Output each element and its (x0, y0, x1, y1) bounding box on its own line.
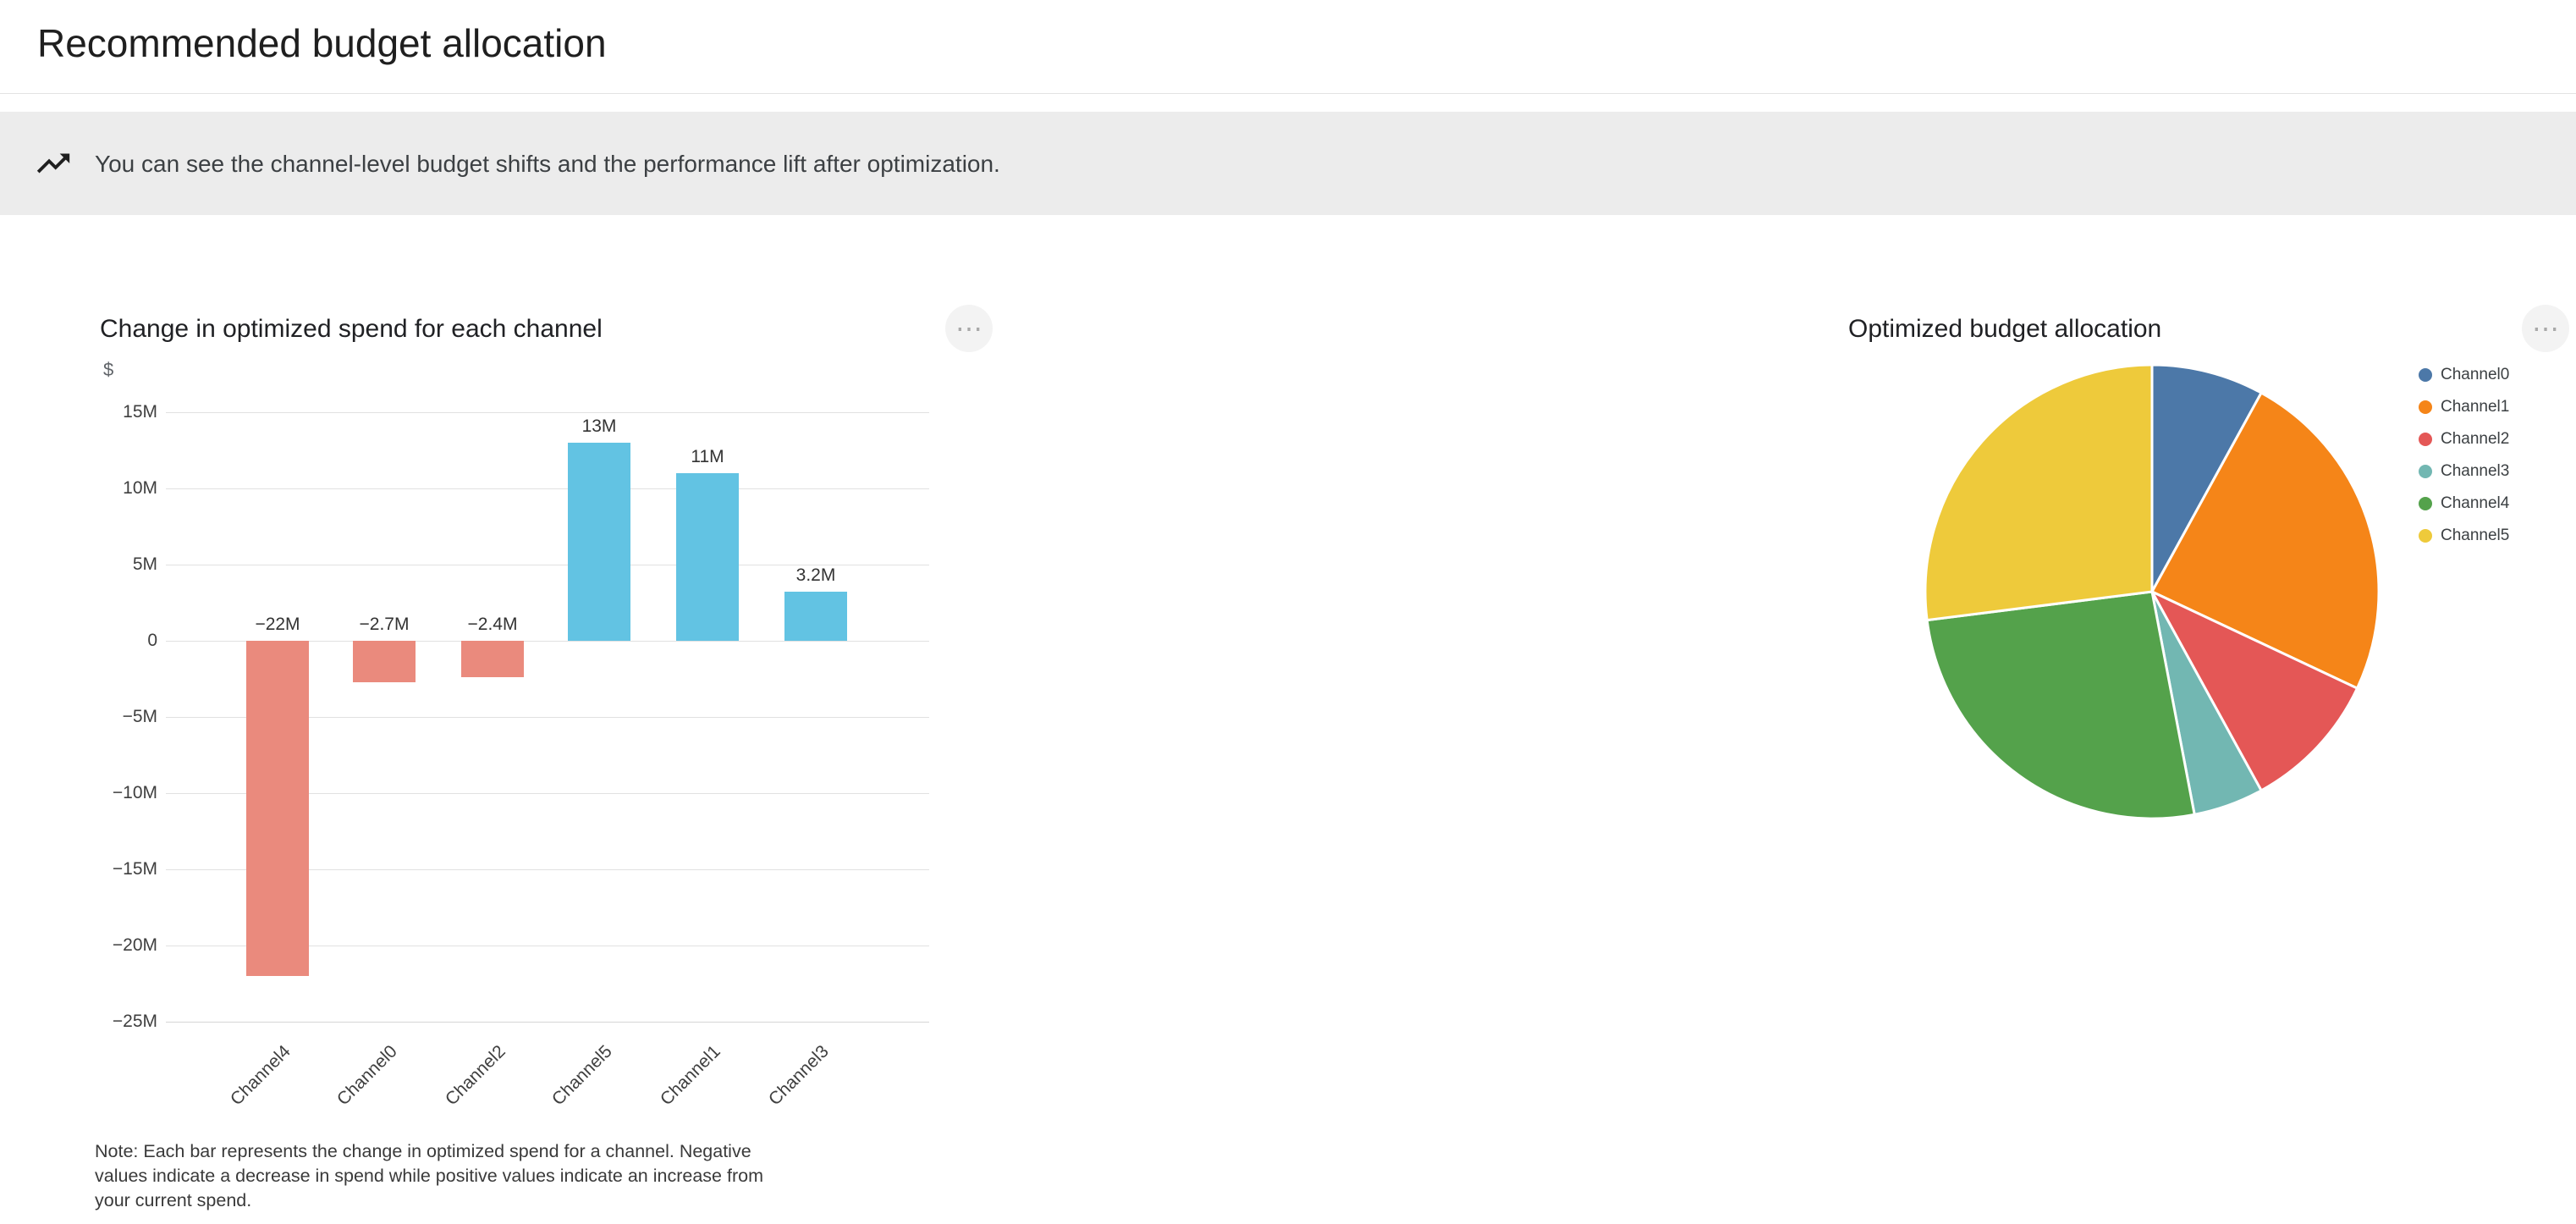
legend-item-Channel4: Channel4 (2419, 488, 2509, 520)
x-axis-label: Channel3 (764, 1041, 833, 1110)
bar-Channel2 (461, 641, 524, 678)
legend-label: Channel2 (2441, 430, 2510, 448)
pie-chart-more-options-button[interactable]: ⋯ (2522, 305, 2569, 352)
bar-chart-note: Note: Each bar represents the change in … (95, 1141, 763, 1210)
pie-chart (1924, 363, 2381, 820)
bar-value-label: 3.2M (795, 565, 836, 586)
y-axis-tick-label: −10M (112, 783, 157, 802)
legend-item-Channel5: Channel5 (2419, 520, 2509, 552)
pie-slice-Channel4 (1925, 590, 2196, 820)
legend-item-Channel2: Channel2 (2419, 423, 2509, 455)
bar-value-label: −2.4M (467, 615, 518, 634)
y-axis-tick-label: −15M (112, 859, 157, 879)
pie-chart-legend: Channel0 Channel1 Channel2 Channel3 Channel4… (2419, 359, 2509, 552)
legend-label: Channel5 (2441, 527, 2510, 544)
bar-chart-y-axis-title: $ (103, 359, 114, 380)
legend-label: Channel3 (2441, 462, 2510, 480)
y-axis-tick-label: 10M (123, 478, 157, 498)
x-axis-label: Channel4 (226, 1041, 294, 1110)
y-axis-tick-label: 15M (123, 402, 157, 422)
bar-value-label: 13M (581, 416, 617, 436)
bar-value-label: −22M (255, 615, 300, 634)
legend-swatch-icon (2419, 529, 2432, 543)
bar-chart-title: Change in optimized spend for each chann… (100, 315, 603, 343)
bar-Channel0 (353, 641, 416, 682)
bar-Channel5 (568, 443, 630, 641)
info-banner: You can see the channel-level budget shi… (0, 112, 2576, 215)
legend-label: Channel1 (2441, 398, 2510, 416)
x-axis-label: Channel2 (441, 1041, 509, 1110)
page-title: Recommended budget allocation (37, 21, 607, 65)
more-options-icon: ⋯ (2532, 313, 2559, 344)
bar-Channel4 (246, 641, 309, 976)
y-axis-tick-label: −25M (112, 1012, 157, 1031)
banner-message: You can see the channel-level budget shi… (95, 151, 1000, 177)
bar-value-label: −2.7M (359, 615, 410, 634)
y-axis-tick-label: 0 (147, 631, 157, 650)
pie-slice-Channel1 (2150, 391, 2381, 690)
gridline (166, 717, 929, 718)
legend-swatch-icon (2419, 368, 2432, 382)
gridline (166, 1022, 929, 1023)
gridline (166, 488, 929, 489)
page-header: Recommended budget allocation (0, 0, 2576, 94)
bar-chart-more-options-button[interactable]: ⋯ (945, 305, 993, 352)
gridline (166, 641, 929, 642)
pie-chart-title: Optimized budget allocation (1848, 315, 2162, 343)
gridline (166, 869, 929, 870)
pie-slice-Channel0 (2150, 363, 2263, 593)
bar-Channel3 (784, 592, 847, 641)
pie-slice-Channel5 (1924, 363, 2154, 622)
legend-swatch-icon (2419, 400, 2432, 414)
bar-value-label: 11M (691, 447, 724, 466)
legend-item-Channel1: Channel1 (2419, 391, 2509, 423)
legend-item-Channel3: Channel3 (2419, 455, 2509, 488)
y-axis-tick-label: −20M (112, 935, 157, 955)
more-options-icon: ⋯ (955, 313, 983, 344)
y-axis-tick-label: −5M (122, 707, 157, 726)
legend-swatch-icon (2419, 433, 2432, 446)
trending-up-icon (34, 144, 73, 183)
legend-swatch-icon (2419, 497, 2432, 510)
x-axis-label: Channel1 (656, 1041, 724, 1110)
x-axis-label: Channel5 (548, 1041, 616, 1110)
pie-slice-Channel2 (2150, 590, 2359, 792)
legend-swatch-icon (2419, 465, 2432, 478)
y-axis-tick-label: 5M (132, 554, 157, 574)
legend-label: Channel4 (2441, 494, 2510, 512)
legend-item-Channel0: Channel0 (2419, 359, 2509, 391)
legend-label: Channel0 (2441, 366, 2510, 383)
bar-Channel1 (676, 473, 739, 641)
gridline (166, 412, 929, 413)
x-axis-label: Channel0 (333, 1041, 401, 1110)
gridline (166, 793, 929, 794)
